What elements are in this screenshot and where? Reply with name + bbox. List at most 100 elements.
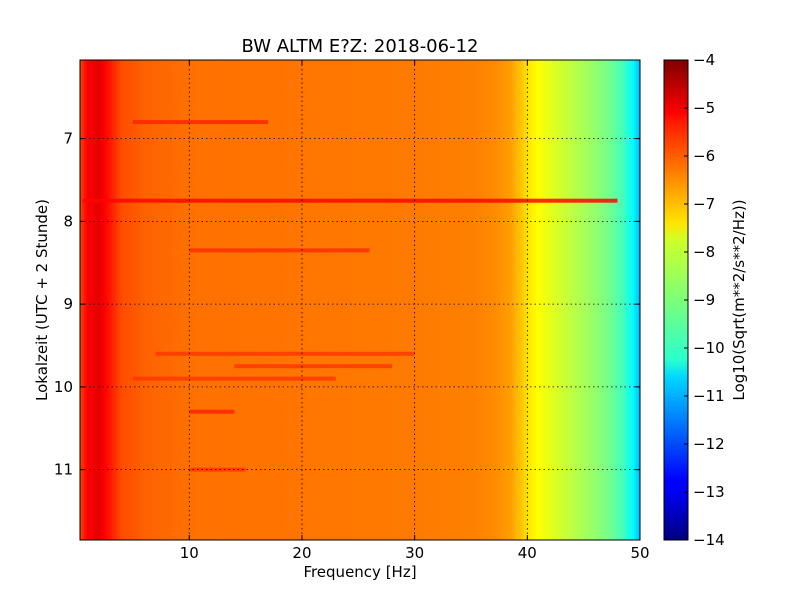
spectrum-column [84,60,87,540]
spectrum-column [312,60,315,540]
spectrum-column [186,60,189,540]
spectrum-column [422,60,425,540]
spectrum-column [110,60,113,540]
spectrum-column [242,60,245,540]
spectrum-column [386,60,389,540]
spectrum-column [274,60,277,540]
spectrum-column [248,60,251,540]
spectrum-column [210,60,213,540]
spectrum-column [550,60,553,540]
transient-band [155,351,415,356]
spectrum-column [166,60,169,540]
spectrum-column [374,60,377,540]
colorbar-tick-label: −7 [693,195,715,213]
spectrum-column [592,60,595,540]
spectrum-column [368,60,371,540]
spectrum-column [234,60,237,540]
spectrum-column [120,60,123,540]
spectrum-column [220,60,223,540]
spectrum-column [468,60,471,540]
y-tick-label: 10 [54,378,73,396]
spectrum-column [442,60,445,540]
spectrum-column [100,60,103,540]
spectrum-column [528,60,531,540]
transient-band [189,409,235,414]
spectrum-column [204,60,207,540]
x-axis-label: Frequency [Hz] [303,563,416,581]
spectrum-column [82,60,85,540]
spectrum-column [348,60,351,540]
spectrum-column [156,60,159,540]
spectrum-column [474,60,477,540]
spectrum-column [118,60,121,540]
spectrum-column [466,60,469,540]
spectrum-column [184,60,187,540]
spectrum-column [154,60,157,540]
spectrum-column [202,60,205,540]
spectrum-column [472,60,475,540]
spectrum-column [478,60,481,540]
spectrum-column [464,60,467,540]
spectrum-column [230,60,233,540]
y-tick-label: 8 [63,212,73,230]
heatmap [80,60,640,540]
spectrum-column [98,60,101,540]
spectrum-column [448,60,451,540]
spectrum-column [158,60,161,540]
spectrum-column [140,60,143,540]
spectrum-column [144,60,147,540]
spectrum-column [260,60,263,540]
spectrum-column [212,60,215,540]
spectrum-column [414,60,417,540]
spectrum-column [502,60,505,540]
spectrum-column [216,60,219,540]
spectrum-column [316,60,319,540]
spectrum-column [600,60,603,540]
spectrum-column [226,60,229,540]
spectrum-column [610,60,613,540]
plot-frame [79,59,641,541]
spectrum-column [500,60,503,540]
spectrum-column [420,60,423,540]
grid [80,60,640,540]
spectrum-column [444,60,447,540]
spectrum-column [456,60,459,540]
spectrum-column [576,60,579,540]
spectrum-column [168,60,171,540]
spectrum-column [590,60,593,540]
spectrum-column [112,60,115,540]
spectrum-column [122,60,125,540]
y-axis-label: Lokalzeit (UTC + 2 Stunde) [33,199,51,401]
spectrum-column [238,60,241,540]
spectrum-column [172,60,175,540]
spectrum-column [126,60,129,540]
spectrum-column [218,60,221,540]
colorbar-axis: −4 −5 −6 −7 −8 −9 −10 −11 −12 −13 −14 [684,51,725,549]
spectrum-column [578,60,581,540]
colorbar-tick-label: −14 [693,531,725,549]
spectrum-column [246,60,249,540]
spectrum-column [390,60,393,540]
spectrum-column [486,60,489,540]
spectrum-column [150,60,153,540]
spectrum-column [510,60,513,540]
spectrum-column [268,60,271,540]
spectrum-column [418,60,421,540]
spectrum-column [296,60,299,540]
spectrum-column [306,60,309,540]
spectrum-column [198,60,201,540]
spectrum-column [280,60,283,540]
x-tick-label: 30 [405,544,424,562]
spectrum-column [244,60,247,540]
spectrum-column [90,60,93,540]
spectrum-column [308,60,311,540]
spectrum-column [310,60,313,540]
spectrum-column [564,60,567,540]
spectrum-column [476,60,479,540]
spectrum-column [258,60,261,540]
spectrum-column [354,60,357,540]
spectrum-column [160,60,163,540]
spectrum-column [598,60,601,540]
spectrum-column [208,60,211,540]
